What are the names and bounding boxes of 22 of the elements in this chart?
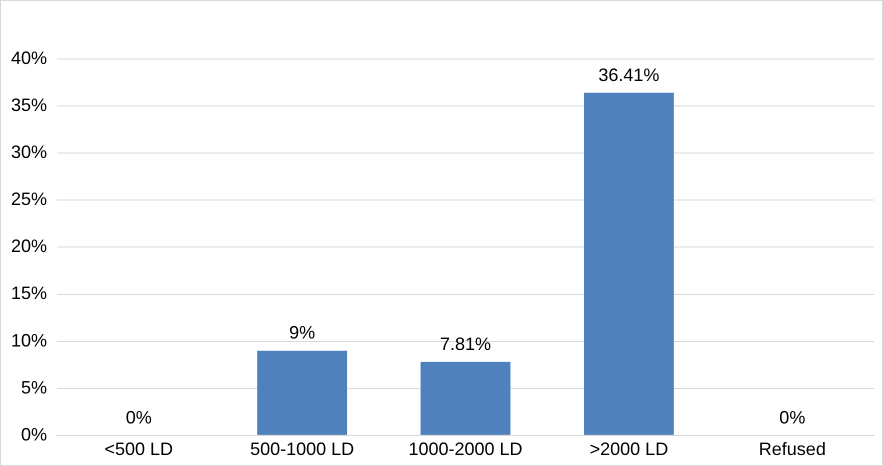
y-tick-label: 25% bbox=[10, 189, 48, 210]
data-label: 9% bbox=[289, 322, 316, 343]
y-tick-label: 10% bbox=[10, 330, 48, 350]
y-tick-label: 20% bbox=[10, 236, 48, 256]
y-tick-label: 0% bbox=[21, 424, 48, 444]
bar bbox=[257, 350, 348, 435]
data-label: 7.81% bbox=[440, 334, 492, 354]
bar bbox=[420, 362, 510, 435]
y-tick-label: 5% bbox=[21, 377, 48, 398]
y-tick-label: 40% bbox=[10, 48, 48, 68]
bar bbox=[584, 92, 674, 435]
data-label: 0% bbox=[779, 407, 806, 428]
x-tick-label: <500 LD bbox=[104, 439, 174, 460]
x-tick-label: 500-1000 LD bbox=[250, 439, 354, 460]
x-tick-label: Refused bbox=[758, 439, 826, 460]
x-tick-label: 1000-2000 LD bbox=[408, 439, 523, 460]
y-tick-label: 15% bbox=[10, 283, 48, 304]
x-tick-label: >2000 LD bbox=[590, 439, 668, 460]
data-label: 36.41% bbox=[598, 64, 660, 85]
data-label: 0% bbox=[126, 407, 152, 428]
y-tick-label: 35% bbox=[10, 95, 48, 116]
y-tick-label: 30% bbox=[10, 142, 48, 162]
